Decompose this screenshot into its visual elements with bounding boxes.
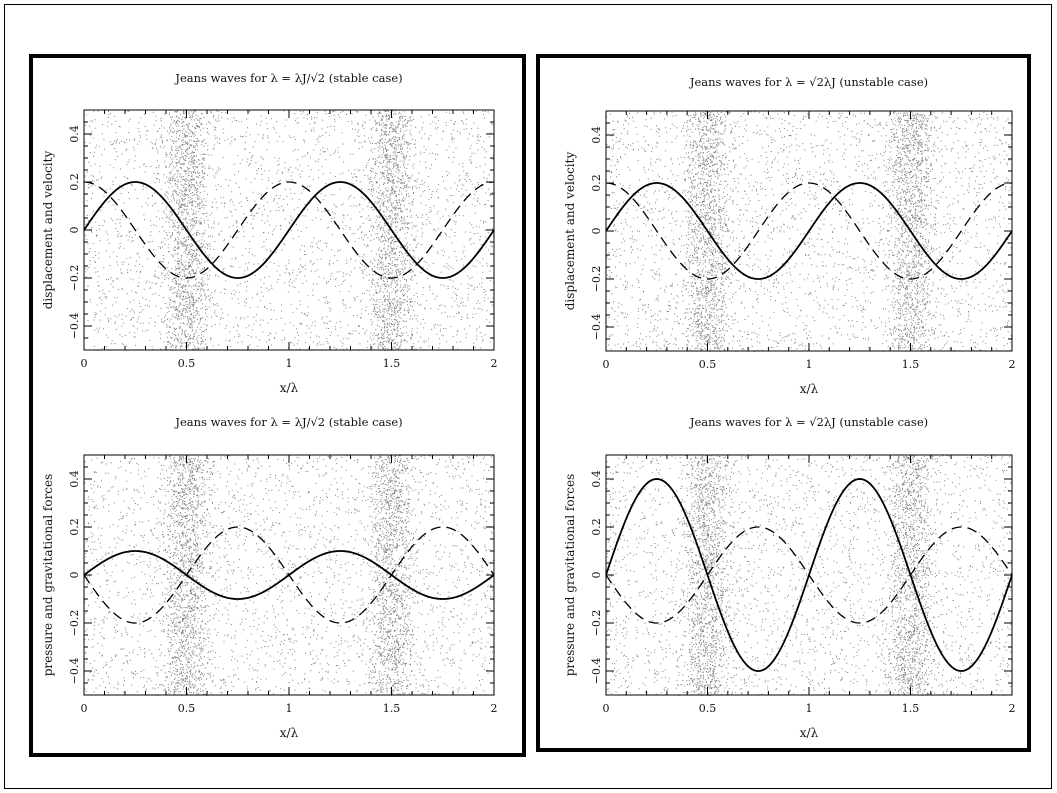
y-tick-label: 0.4	[68, 125, 81, 143]
particle-scatter	[606, 455, 1013, 696]
y-axis-label: pressure and gravitational forces	[41, 474, 55, 677]
y-tick-label: −0.4	[590, 314, 603, 341]
x-tick-label: 0	[603, 358, 610, 371]
x-axis-label: x/λ	[800, 726, 819, 740]
particle-scatter	[606, 111, 1013, 352]
y-tick-label: 0	[68, 572, 81, 579]
particle-scatter	[84, 455, 495, 696]
y-tick-label: 0.4	[590, 126, 603, 144]
x-tick-label: 1.5	[383, 357, 401, 370]
y-axis-label: displacement and velocity	[41, 151, 55, 310]
chart-stable-bottom: 0 0.5 1 1.5 2 −0.4 −0.2 0 0.2 0.4 Jeans waves for …	[41, 415, 498, 740]
y-tick-label: 0.2	[68, 518, 81, 536]
y-tick-label: −0.2	[590, 266, 603, 293]
x-tick-label: 0	[81, 702, 88, 715]
x-tick-label: 2	[1009, 702, 1016, 715]
series-dashed-curve	[83, 181, 495, 279]
chart-title: Jeans waves for λ = λJ/√2 (stable case)	[174, 415, 402, 429]
y-tick-label: 0.4	[68, 470, 81, 488]
chart-title: Jeans waves for λ = √2λJ (unstable case)	[689, 75, 928, 89]
x-tick-label: 0.5	[178, 702, 196, 715]
y-tick-label: 0.2	[590, 518, 603, 536]
y-tick-label: 0	[68, 227, 81, 234]
x-tick-label: 0.5	[699, 358, 717, 371]
y-tick-label: 0	[590, 228, 603, 235]
x-axis-label: x/λ	[280, 726, 299, 740]
y-tick-label: −0.2	[68, 265, 81, 292]
x-tick-label: 2	[1009, 358, 1016, 371]
x-tick-label: 2	[491, 357, 498, 370]
x-axis-label: x/λ	[800, 382, 819, 396]
y-tick-label: −0.4	[68, 313, 81, 340]
particle-dots	[84, 455, 495, 696]
x-tick-label: 1	[806, 702, 813, 715]
y-tick-label: 0.2	[590, 174, 603, 192]
chart-title: Jeans waves for λ = λJ/√2 (stable case)	[174, 71, 402, 85]
stable-case-panel	[29, 54, 526, 757]
x-tick-label: 0	[603, 702, 610, 715]
x-tick-label: 2	[491, 702, 498, 715]
series-dashed-curve	[605, 182, 1013, 280]
x-tick-label: 1.5	[383, 702, 401, 715]
series-solid-curve	[83, 181, 495, 279]
y-tick-label: 0.4	[590, 470, 603, 488]
x-tick-label: 0.5	[178, 357, 196, 370]
chart-stable-top: 0 0.5 1 1.5 2 −0.4 −0.2 0 0.2 0.4 Jeans waves for …	[41, 71, 498, 395]
x-tick-label: 1	[286, 357, 293, 370]
y-axis-label: displacement and velocity	[563, 152, 577, 311]
x-tick-label: 1.5	[902, 702, 920, 715]
chart-unstable-top: 0 0.5 1 1.5 2 −0.4 −0.2 0 0.2 0.4 Jeans waves for …	[563, 75, 1016, 396]
x-tick-label: 0.5	[699, 702, 717, 715]
series-solid-curve	[605, 182, 1013, 280]
particle-dots	[606, 455, 1013, 696]
x-tick-label: 0	[81, 357, 88, 370]
y-tick-label: −0.2	[68, 610, 81, 637]
y-tick-label: −0.4	[68, 658, 81, 685]
x-axis-label: x/λ	[280, 381, 299, 395]
series-dashed-curve	[83, 526, 495, 624]
x-tick-label: 1	[806, 358, 813, 371]
figure-frame	[4, 4, 1052, 789]
particle-dots	[606, 111, 1013, 352]
y-axis-label: pressure and gravitational forces	[563, 474, 577, 677]
y-tick-label: 0.2	[68, 173, 81, 191]
chart-title: Jeans waves for λ = √2λJ (unstable case)	[689, 415, 928, 429]
chart-unstable-bottom: 0 0.5 1 1.5 2 −0.4 −0.2 0 0.2 0.4 Jeans waves for …	[563, 415, 1016, 740]
series-dashed-curve	[605, 526, 1013, 624]
x-tick-label: 1	[286, 702, 293, 715]
y-tick-label: 0	[590, 572, 603, 579]
y-tick-label: −0.4	[590, 658, 603, 685]
x-tick-label: 1.5	[902, 358, 920, 371]
y-tick-label: −0.2	[590, 610, 603, 637]
